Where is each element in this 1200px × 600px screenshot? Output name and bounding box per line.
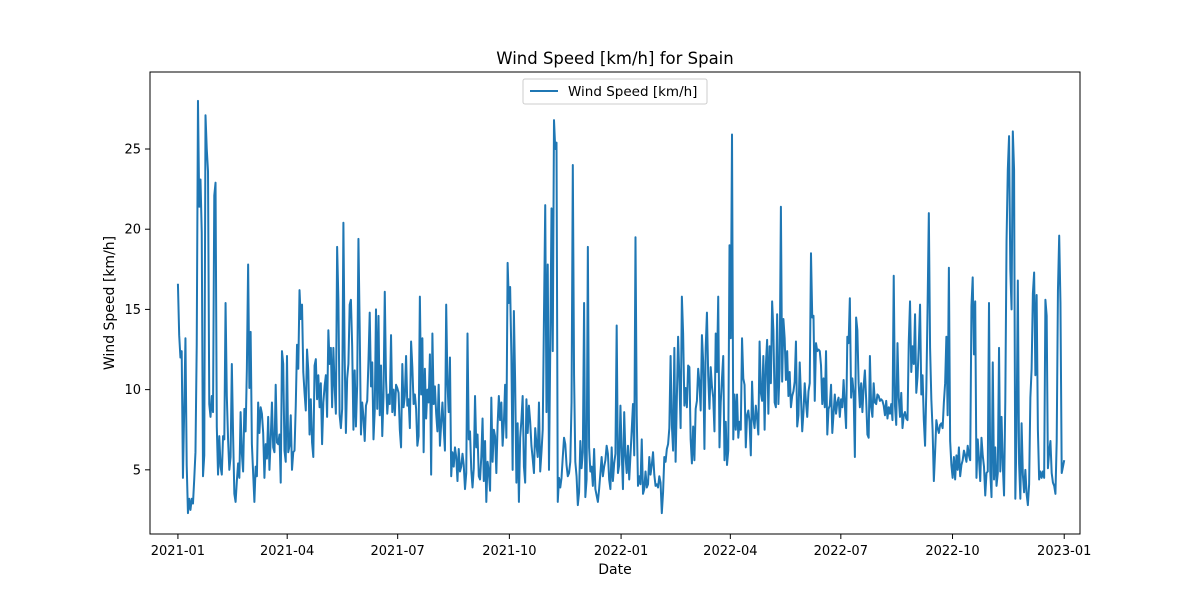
y-tick-label: 15: [124, 303, 141, 318]
y-tick-label: 10: [124, 383, 141, 398]
x-tick-label: 2022-07: [814, 544, 868, 559]
y-axis-ticks: 5 10 15 20 25: [124, 143, 150, 478]
y-tick-label: 5: [133, 463, 141, 478]
chart-title: Wind Speed [km/h] for Spain: [496, 49, 733, 68]
legend-entry-label: Wind Speed [km/h]: [568, 84, 697, 100]
x-tick-label: 2022-04: [703, 544, 757, 559]
x-tick-label: 2021-01: [151, 544, 205, 559]
legend: Wind Speed [km/h]: [522, 78, 708, 105]
x-tick-label: 2021-10: [482, 544, 536, 559]
x-axis-label: Date: [598, 562, 631, 578]
x-tick-label: 2023-01: [1037, 544, 1091, 559]
x-tick-label: 2021-04: [260, 544, 314, 559]
x-tick-label: 2021-07: [371, 544, 425, 559]
y-tick-label: 25: [124, 143, 141, 158]
series-group: [176, 99, 1066, 515]
plot-area-frame: [149, 71, 1081, 535]
x-axis-ticks: 2021-01 2021-04 2021-07 2021-10 2022-01 2022-…: [151, 534, 1091, 559]
y-axis-label: Wind Speed [km/h]: [102, 236, 118, 370]
legend-box: [522, 78, 708, 105]
y-tick-label: 20: [124, 223, 141, 238]
x-tick-label: 2022-01: [594, 544, 648, 559]
x-tick-label: 2022-10: [925, 544, 979, 559]
series-line-0: [176, 99, 1066, 515]
